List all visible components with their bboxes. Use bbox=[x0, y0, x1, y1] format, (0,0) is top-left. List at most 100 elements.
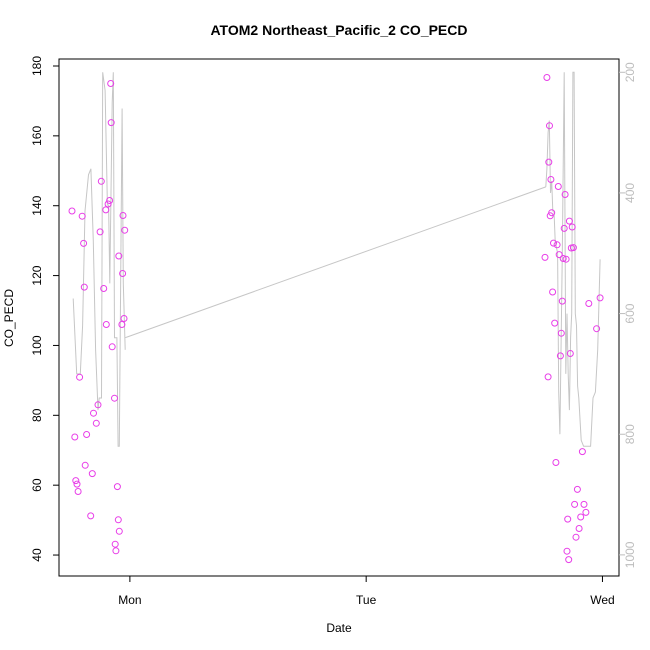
data-point bbox=[568, 223, 576, 231]
data-point bbox=[71, 433, 79, 441]
secondary-line-segment-2 bbox=[545, 71, 601, 447]
data-point bbox=[120, 315, 128, 322]
data-point bbox=[104, 200, 112, 208]
x-axis-label: Date bbox=[326, 621, 352, 635]
data-point bbox=[119, 270, 127, 277]
data-point bbox=[74, 488, 82, 495]
data-point bbox=[562, 255, 570, 263]
data-point bbox=[97, 177, 105, 185]
y-tick-label: 180 bbox=[30, 56, 44, 76]
data-point bbox=[577, 513, 585, 521]
data-point bbox=[76, 373, 84, 381]
data-point bbox=[565, 556, 573, 564]
data-point bbox=[559, 255, 567, 262]
data-point bbox=[73, 480, 81, 488]
y-tick-label: 60 bbox=[30, 478, 44, 492]
y2-tick-label: 800 bbox=[623, 424, 637, 444]
data-point bbox=[550, 239, 557, 247]
data-point bbox=[561, 191, 569, 198]
data-point bbox=[113, 483, 121, 491]
data-point bbox=[547, 176, 555, 183]
y2-tick-label: 200 bbox=[623, 62, 637, 82]
secondary-line-segment-1 bbox=[72, 72, 126, 447]
data-point bbox=[88, 470, 96, 478]
y2-tick-label: 1000 bbox=[623, 541, 637, 568]
data-point bbox=[102, 206, 110, 214]
data-point bbox=[107, 80, 115, 87]
data-point bbox=[78, 212, 86, 220]
y2-tick-label: 400 bbox=[623, 183, 637, 203]
data-point bbox=[569, 244, 577, 252]
x-tick-label: Mon bbox=[118, 593, 141, 607]
data-point bbox=[553, 241, 561, 249]
plot-frame-group bbox=[58, 58, 620, 577]
x-tick-label: Tue bbox=[356, 593, 377, 607]
y-tick-label: 80 bbox=[30, 408, 44, 422]
plot-frame bbox=[58, 58, 620, 577]
data-point bbox=[571, 500, 579, 508]
secondary-line-bridge bbox=[125, 186, 546, 339]
data-point bbox=[545, 158, 553, 166]
data-point bbox=[546, 122, 553, 130]
data-point bbox=[582, 508, 590, 516]
data-point bbox=[100, 285, 108, 292]
data-point bbox=[578, 448, 586, 456]
data-point bbox=[593, 325, 601, 333]
secondary-y-axis: 200 400 600 800 1000 bbox=[619, 62, 637, 568]
data-point bbox=[541, 253, 549, 261]
data-point bbox=[112, 547, 120, 555]
data-point bbox=[554, 183, 562, 190]
data-point bbox=[580, 500, 588, 508]
data-point bbox=[81, 461, 89, 469]
data-point bbox=[115, 527, 123, 535]
data-point bbox=[87, 512, 95, 520]
data-point bbox=[92, 419, 100, 427]
data-point bbox=[107, 119, 115, 127]
y-tick-label: 100 bbox=[30, 335, 44, 355]
data-point bbox=[119, 212, 127, 219]
data-point bbox=[118, 321, 126, 328]
data-point bbox=[556, 352, 564, 360]
data-point bbox=[94, 401, 102, 409]
data-point bbox=[551, 319, 559, 327]
data-point bbox=[80, 239, 88, 247]
data-point bbox=[575, 525, 583, 532]
y-tick-label: 40 bbox=[30, 548, 44, 562]
data-point bbox=[111, 540, 119, 548]
data-point bbox=[111, 394, 118, 402]
data-point bbox=[572, 533, 580, 541]
y2-tick-label: 600 bbox=[623, 303, 637, 323]
x-tick-label: Wed bbox=[590, 593, 614, 607]
data-point bbox=[115, 252, 123, 260]
y-axis: 40 60 80 100 120 140 160 180 bbox=[30, 56, 59, 562]
data-point bbox=[80, 283, 88, 291]
y-tick-label: 120 bbox=[30, 265, 44, 285]
data-point bbox=[83, 431, 91, 438]
data-point bbox=[72, 477, 80, 485]
data-point bbox=[543, 74, 551, 81]
data-point bbox=[106, 197, 114, 204]
data-point bbox=[565, 217, 573, 225]
data-point bbox=[573, 485, 581, 493]
data-point bbox=[90, 409, 97, 417]
points-group bbox=[68, 74, 604, 564]
data-point bbox=[585, 300, 593, 307]
y-tick-label: 140 bbox=[30, 195, 44, 215]
data-point bbox=[68, 207, 76, 215]
data-point bbox=[560, 224, 568, 232]
data-point bbox=[549, 288, 557, 296]
data-point bbox=[121, 226, 129, 234]
data-point bbox=[96, 228, 104, 236]
data-point bbox=[552, 459, 560, 466]
data-point bbox=[108, 343, 116, 351]
y-axis-label: CO_PECD bbox=[2, 289, 16, 347]
data-point bbox=[557, 329, 565, 337]
x-axis: Mon Tue Wed bbox=[118, 576, 615, 607]
data-point bbox=[564, 515, 572, 523]
data-point bbox=[555, 251, 563, 259]
data-point bbox=[544, 373, 552, 381]
data-point bbox=[558, 297, 566, 305]
chart-title: ATOM2 Northeast_Pacific_2 CO_PECD bbox=[210, 22, 467, 38]
data-point bbox=[114, 516, 122, 524]
